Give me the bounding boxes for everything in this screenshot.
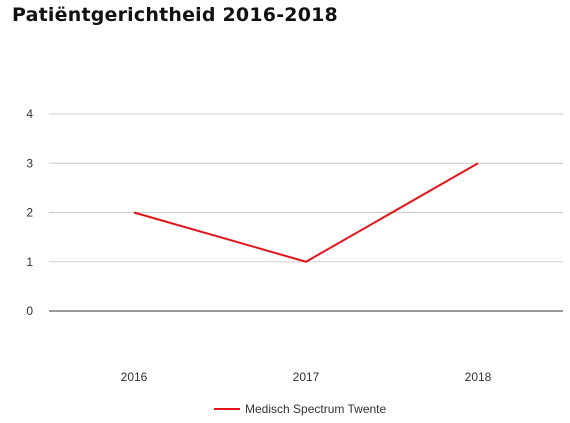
y-tick-label: 1 (26, 255, 33, 269)
y-tick-label: 0 (26, 304, 33, 318)
y-axis-ticks: 0 1 2 3 4 (26, 107, 33, 318)
x-axis-ticks: 2016 2017 2018 (121, 370, 492, 384)
y-tick-label: 2 (26, 206, 33, 220)
x-tick-label: 2016 (121, 370, 148, 384)
gridlines (49, 113, 563, 312)
legend-label: Medisch Spectrum Twente (245, 402, 387, 416)
y-tick-label: 4 (26, 107, 33, 121)
page-title: Patiëntgerichtheid 2016-2018 (12, 4, 338, 26)
y-tick-label: 3 (26, 156, 33, 170)
series-lines (133, 162, 479, 263)
legend: Medisch Spectrum Twente (214, 402, 387, 416)
x-tick-label: 2017 (293, 370, 320, 384)
x-tick-label: 2018 (465, 370, 492, 384)
